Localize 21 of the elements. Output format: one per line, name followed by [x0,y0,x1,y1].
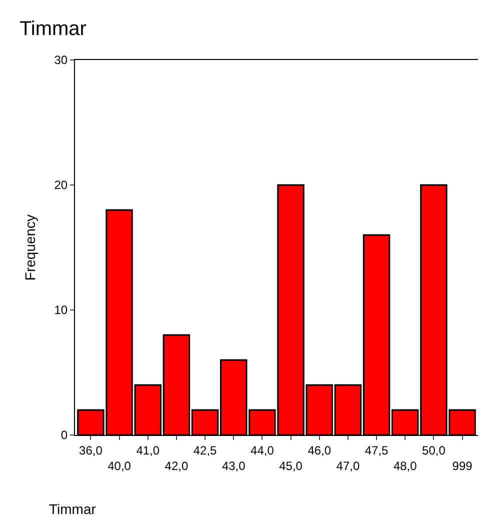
x-tick-label: 45,0 [279,459,303,473]
x-tick-label: 43,0 [222,459,246,473]
chart-title: Timmar [19,18,87,40]
x-tick-label: 48,0 [393,459,418,473]
x-tick-label: 36,0 [79,443,103,458]
x-axis-title: Timmar [49,501,96,517]
x-tick-label: 41,0 [136,443,160,458]
y-axis-title: Frequency [22,214,38,281]
y-tick-label: 10 [54,303,68,318]
x-tick-label: 42,5 [193,443,218,458]
x-tick-label: 42,0 [164,459,188,473]
x-tick-label: 47,0 [336,459,360,473]
y-tick-label: 30 [54,53,68,68]
x-tick-label: 40,0 [108,459,132,473]
x-tick-label: 999 [452,459,473,473]
x-tick-label: 47,5 [364,443,389,458]
x-tick-label: 44,0 [250,443,274,458]
x-tick-label: 46,0 [308,443,332,458]
x-tick-label: 50,0 [422,443,446,458]
y-tick-label: 20 [54,178,68,192]
y-tick-label: 0 [60,428,68,442]
